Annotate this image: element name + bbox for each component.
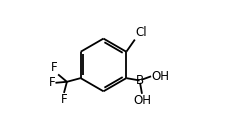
- Text: OH: OH: [133, 94, 151, 107]
- Text: OH: OH: [151, 70, 169, 83]
- Text: F: F: [51, 61, 58, 74]
- Text: F: F: [61, 93, 67, 106]
- Text: Cl: Cl: [135, 26, 147, 39]
- Text: F: F: [48, 76, 55, 89]
- Text: B: B: [135, 74, 144, 87]
